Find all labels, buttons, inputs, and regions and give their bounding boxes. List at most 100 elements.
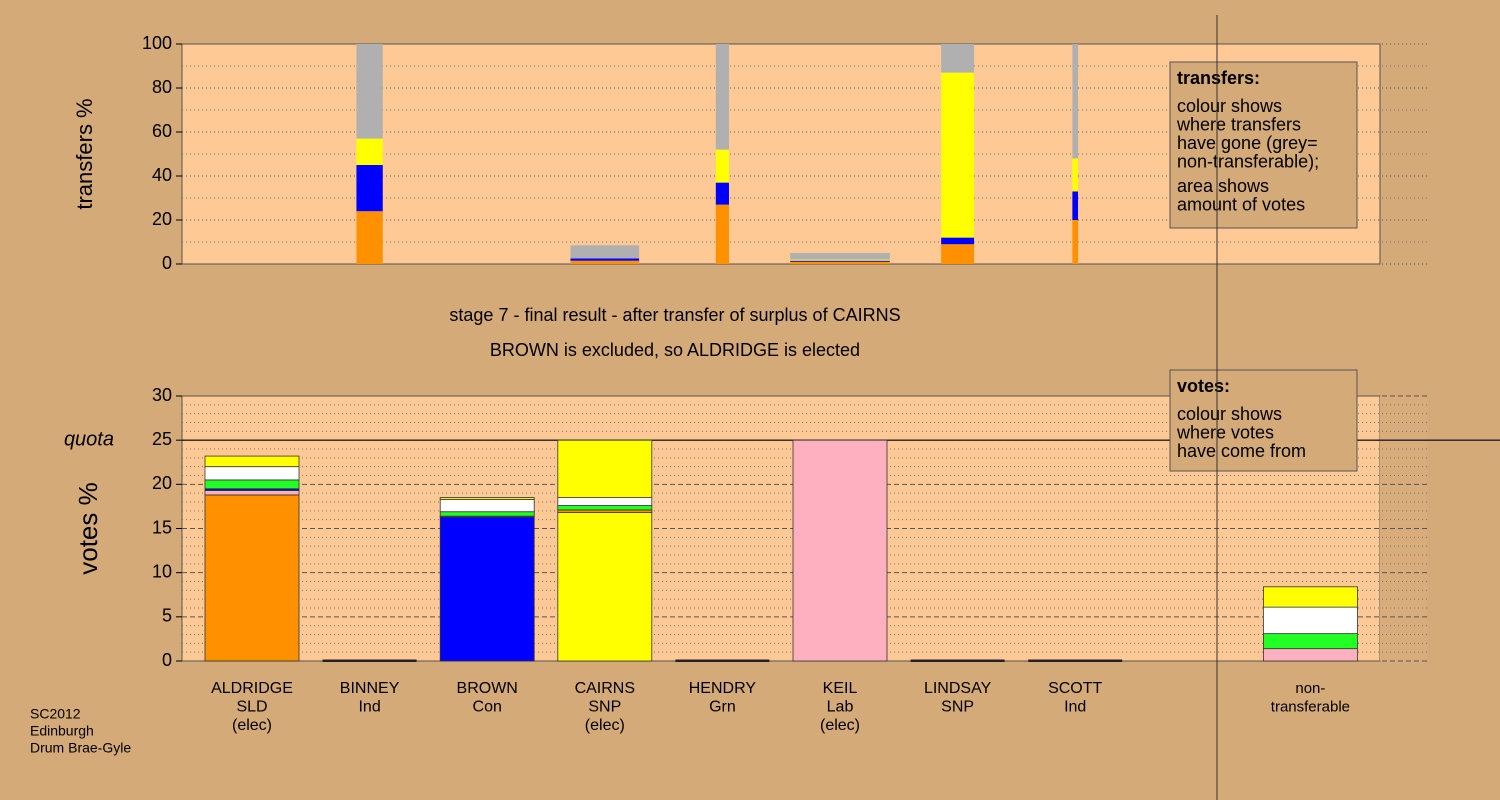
legend-title: votes: <box>1177 376 1230 396</box>
x-tick-label: (elec) <box>585 717 625 734</box>
bar-segment <box>557 439 653 498</box>
x-tick-label: CAIRNS <box>575 680 635 697</box>
bar-segment <box>204 466 300 481</box>
bar-segment <box>570 258 640 261</box>
x-tick-label: Con <box>473 699 502 716</box>
bar-segment <box>557 512 653 662</box>
legend-title: transfers: <box>1177 68 1260 88</box>
bar-zero <box>1028 659 1123 662</box>
bar-segment <box>941 72 975 238</box>
chart-subtitle: BROWN is excluded, so ALDRIDGE is electe… <box>490 340 860 360</box>
bar-segment <box>356 138 383 165</box>
x-tick-label: Ind <box>1064 699 1086 716</box>
legend-text: amount of votes <box>1177 194 1305 214</box>
bar-segment <box>557 505 653 511</box>
bar-segment <box>941 244 975 264</box>
bar-segment <box>356 165 383 212</box>
bar-segment <box>941 237 975 245</box>
y-axis-label: votes % <box>73 482 103 575</box>
legend-text: where votes <box>1176 422 1274 442</box>
y-tick-label: 5 <box>162 606 172 626</box>
y-tick-label: 25 <box>152 429 172 449</box>
x-tick-label: transferable <box>1271 698 1350 715</box>
bar-segment <box>439 497 535 500</box>
x-tick-label: HENDRY <box>689 680 757 697</box>
footer: Edinburgh <box>30 723 94 739</box>
x-tick-label: SLD <box>236 699 267 716</box>
bar-segment <box>356 44 383 139</box>
bar-segment <box>1263 633 1358 650</box>
y-tick-label: 15 <box>152 517 172 537</box>
bar-segment <box>715 204 729 264</box>
bar-segment <box>439 498 535 513</box>
bar-zero <box>675 659 770 662</box>
legend-text: area shows <box>1177 176 1269 196</box>
y-tick-label: 0 <box>162 253 172 273</box>
x-tick-label: SNP <box>588 699 621 716</box>
bar-segment <box>570 260 640 264</box>
bar-segment <box>941 44 975 73</box>
bar-segment <box>1263 586 1358 608</box>
bar-segment <box>204 494 300 662</box>
bar-segment <box>1263 648 1358 662</box>
legend-text: colour shows <box>1177 404 1282 424</box>
x-tick-label: SNP <box>941 699 974 716</box>
bar-zero <box>322 659 417 662</box>
x-tick-label: BINNEY <box>340 680 400 697</box>
footer: Drum Brae-Gyle <box>30 740 131 756</box>
bar-segment <box>1072 158 1079 192</box>
quota-label: quota <box>64 428 114 450</box>
bar-segment <box>790 259 890 261</box>
y-axis-label: transfers % <box>72 98 97 209</box>
x-tick-label: BROWN <box>457 680 518 697</box>
x-tick-label: non- <box>1295 680 1325 697</box>
footer: SC2012 <box>30 706 81 722</box>
bar-segment <box>715 44 729 150</box>
legend-text: colour shows <box>1177 96 1282 116</box>
legend-text: have gone (grey= <box>1177 133 1318 153</box>
bar-segment <box>790 260 890 262</box>
bar-segment <box>1263 606 1358 635</box>
bar-segment <box>792 439 888 662</box>
legend-text: where transfers <box>1176 114 1301 134</box>
bar-segment <box>204 479 300 490</box>
legend-text: non-transferable); <box>1177 151 1319 171</box>
plot-extension <box>1380 396 1427 661</box>
y-tick-label: 100 <box>142 33 172 53</box>
y-tick-label: 40 <box>152 165 172 185</box>
x-tick-label: LINDSAY <box>924 680 992 697</box>
bar-segment <box>439 511 535 517</box>
bar-segment <box>715 149 729 183</box>
x-tick-label: SCOTT <box>1048 680 1102 697</box>
bar-segment <box>439 516 535 662</box>
x-tick-label: (elec) <box>232 717 272 734</box>
bar-segment <box>204 490 300 496</box>
y-tick-label: 10 <box>152 561 172 581</box>
y-tick-label: 30 <box>152 385 172 405</box>
y-tick-label: 0 <box>162 650 172 670</box>
bar-segment <box>204 455 300 468</box>
y-tick-label: 80 <box>152 77 172 97</box>
y-tick-label: 20 <box>152 473 172 493</box>
x-tick-label: Lab <box>827 699 854 716</box>
legend-box <box>1169 369 1358 472</box>
bar-segment <box>790 261 890 264</box>
bar-segment <box>1072 220 1079 264</box>
bar-segment <box>790 253 890 260</box>
bar-segment <box>715 182 729 205</box>
x-tick-label: KEIL <box>823 680 858 697</box>
y-tick-label: 60 <box>152 121 172 141</box>
y-tick-label: 20 <box>152 209 172 229</box>
legend-text: have come from <box>1177 441 1306 461</box>
x-tick-label: (elec) <box>820 717 860 734</box>
bar-segment <box>1072 191 1079 220</box>
x-tick-label: Ind <box>358 699 380 716</box>
bar-segment <box>356 211 383 264</box>
bar-segment <box>570 245 640 259</box>
bar-zero <box>910 659 1005 662</box>
bar-segment <box>557 497 653 506</box>
legend-box <box>1169 61 1358 229</box>
bar-segment <box>1072 44 1079 159</box>
